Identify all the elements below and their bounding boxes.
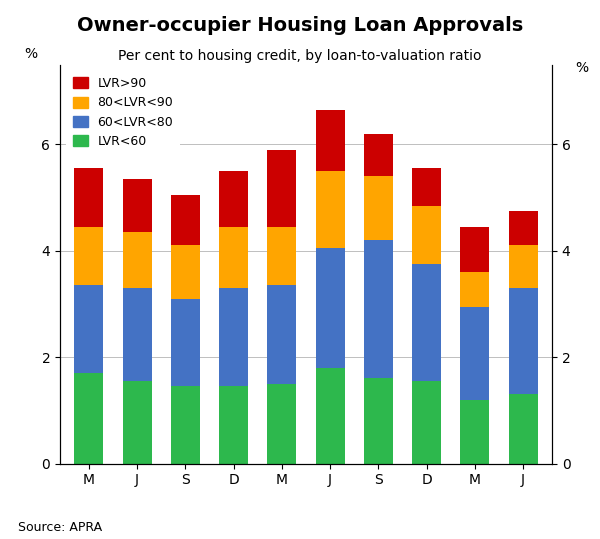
Bar bbox=[123, 288, 152, 381]
Bar bbox=[123, 179, 152, 232]
Bar bbox=[412, 168, 441, 205]
Bar bbox=[460, 227, 489, 272]
Bar bbox=[74, 285, 103, 373]
Bar bbox=[509, 395, 538, 464]
Bar bbox=[268, 285, 296, 384]
Text: Owner-occupier Housing Loan Approvals: Owner-occupier Housing Loan Approvals bbox=[77, 16, 523, 35]
Bar bbox=[171, 299, 200, 386]
Legend: LVR>90, 80<LVR<90, 60<LVR<80, LVR<60: LVR>90, 80<LVR<90, 60<LVR<80, LVR<60 bbox=[66, 71, 179, 154]
Bar bbox=[509, 211, 538, 245]
Bar bbox=[219, 386, 248, 464]
Text: Source: APRA: Source: APRA bbox=[18, 521, 102, 534]
Bar bbox=[509, 288, 538, 395]
Bar bbox=[74, 168, 103, 227]
Bar bbox=[123, 232, 152, 288]
Bar bbox=[171, 195, 200, 245]
Bar bbox=[268, 150, 296, 227]
Bar bbox=[74, 227, 103, 285]
Bar bbox=[412, 205, 441, 264]
Bar bbox=[364, 240, 393, 378]
Bar bbox=[460, 307, 489, 400]
Bar bbox=[316, 368, 344, 464]
Bar bbox=[364, 176, 393, 240]
Bar bbox=[364, 378, 393, 464]
Bar bbox=[412, 381, 441, 464]
Bar bbox=[316, 110, 344, 171]
Y-axis label: %: % bbox=[24, 47, 37, 61]
Y-axis label: %: % bbox=[575, 61, 588, 75]
Bar bbox=[316, 171, 344, 248]
Bar bbox=[509, 245, 538, 288]
Bar bbox=[219, 288, 248, 386]
Bar bbox=[171, 386, 200, 464]
Bar bbox=[268, 227, 296, 285]
Bar bbox=[364, 134, 393, 176]
Bar bbox=[74, 373, 103, 464]
Bar bbox=[219, 171, 248, 227]
Bar bbox=[460, 400, 489, 464]
Bar bbox=[123, 381, 152, 464]
Bar bbox=[412, 264, 441, 381]
Bar bbox=[171, 245, 200, 299]
Bar bbox=[219, 227, 248, 288]
Text: Per cent to housing credit, by loan-to-valuation ratio: Per cent to housing credit, by loan-to-v… bbox=[118, 49, 482, 63]
Bar bbox=[268, 384, 296, 464]
Bar bbox=[460, 272, 489, 307]
Bar bbox=[316, 248, 344, 368]
